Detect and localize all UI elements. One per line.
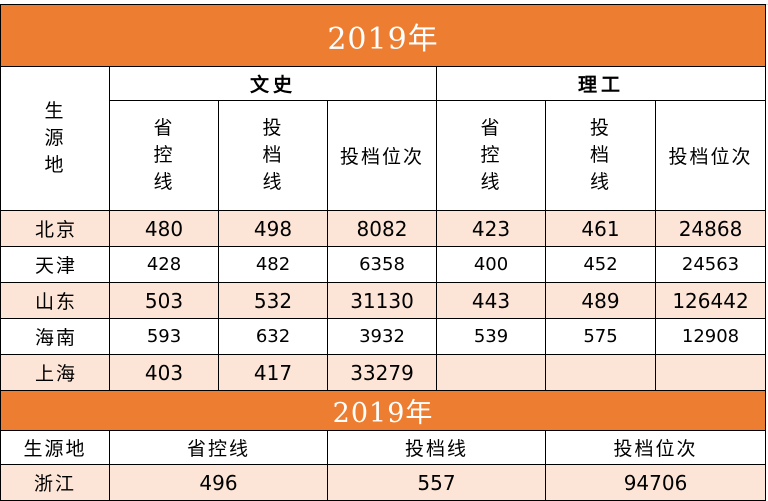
table-row: 上海 403 417 33279 <box>0 354 767 391</box>
header-char: 线 <box>153 171 175 193</box>
header-char: 地 <box>44 154 66 176</box>
cell-li-provincial-line: 443 <box>436 282 546 319</box>
cell-wen-provincial-line: 503 <box>109 282 219 319</box>
row-place: 山东 <box>0 282 110 319</box>
header-char: 源 <box>44 127 66 149</box>
header-char: 控 <box>153 144 175 166</box>
cell-wen-admission-rank: 31130 <box>327 282 437 319</box>
cell-wen-admission-line: 532 <box>218 282 328 319</box>
cell-wen-admission-line: 498 <box>218 210 328 247</box>
col-header-provincial-line: 省控线 <box>109 430 328 465</box>
cell-wen-provincial-line: 428 <box>109 246 219 283</box>
header-char: 控 <box>480 144 502 166</box>
cell-wen-provincial-line: 480 <box>109 210 219 247</box>
cell-wen-admission-rank: 8082 <box>327 210 437 247</box>
group-header-ligong: 理工 <box>435 66 767 101</box>
row-place: 海南 <box>0 318 110 355</box>
header-char: 投 <box>589 117 611 139</box>
cell-wen-admission-rank: 33279 <box>327 354 437 391</box>
cell-admission-rank: 94706 <box>544 464 767 501</box>
cell-li-admission-rank <box>654 354 767 391</box>
cell-li-provincial-line: 539 <box>436 318 546 355</box>
header-char: 线 <box>262 171 284 193</box>
cell-li-admission-line: 461 <box>545 210 656 247</box>
header-char: 档 <box>589 144 611 166</box>
cell-li-admission-rank: 24563 <box>654 246 767 283</box>
cell-li-provincial-line: 423 <box>436 210 546 247</box>
cell-li-admission-rank: 24868 <box>654 210 767 247</box>
cell-wen-admission-rank: 6358 <box>327 246 437 283</box>
table-title-banner: 2019年 <box>0 4 767 67</box>
cell-li-admission-rank: 12908 <box>654 318 767 355</box>
cell-li-admission-line: 452 <box>545 246 656 283</box>
header-char: 省 <box>480 117 502 139</box>
cell-wen-provincial-line: 593 <box>109 318 219 355</box>
cell-wen-admission-line: 632 <box>218 318 328 355</box>
cell-wen-admission-rank: 3932 <box>327 318 437 355</box>
header-char: 档 <box>262 144 284 166</box>
table-row: 天津 428 482 6358 400 452 24563 <box>0 246 767 283</box>
cell-li-provincial-line <box>436 354 546 391</box>
col-header-provincial-line: 省 控 线 <box>109 100 219 211</box>
row-place: 天津 <box>0 246 110 283</box>
header-char: 线 <box>589 171 611 193</box>
header-char: 线 <box>480 171 502 193</box>
cell-wen-provincial-line: 403 <box>109 354 219 391</box>
header-char: 投 <box>262 117 284 139</box>
cell-li-admission-rank: 126442 <box>654 282 767 319</box>
cell-wen-admission-line: 482 <box>218 246 328 283</box>
col-header-source-region: 生源地 <box>0 430 110 465</box>
cell-li-admission-line <box>545 354 656 391</box>
col-header-admission-line: 投档线 <box>327 430 546 465</box>
cell-li-admission-line: 575 <box>545 318 656 355</box>
cell-admission-line: 557 <box>327 464 546 501</box>
header-char: 生 <box>44 100 66 122</box>
source-region-header: 生 源 地 <box>0 66 110 211</box>
row-place: 上海 <box>0 354 110 391</box>
cell-li-admission-line: 489 <box>545 282 656 319</box>
group-header-wenshi: 文史 <box>109 66 437 101</box>
row-place: 北京 <box>0 210 110 247</box>
col-header-provincial-line: 省 控 线 <box>436 100 546 211</box>
table-title-banner: 2019年 <box>0 390 767 431</box>
col-header-admission-line: 投 档 线 <box>218 100 328 211</box>
table-row: 浙江 496 557 94706 <box>0 464 767 501</box>
header-char: 省 <box>153 117 175 139</box>
cell-wen-admission-line: 417 <box>218 354 328 391</box>
table-row: 北京 480 498 8082 423 461 24868 <box>0 210 767 247</box>
col-header-admission-rank: 投档位次 <box>544 430 767 465</box>
col-header-admission-rank: 投档位次 <box>327 100 437 211</box>
table-row: 海南 593 632 3932 539 575 12908 <box>0 318 767 355</box>
cell-li-provincial-line: 400 <box>436 246 546 283</box>
col-header-admission-line: 投 档 线 <box>545 100 656 211</box>
table-row: 山东 503 532 31130 443 489 126442 <box>0 282 767 319</box>
zhejiang-table-2019: 2019年 生源地 省控线 投档线 投档位次 浙江 496 557 94706 <box>0 390 767 501</box>
admission-table-2019: 2019年 生 源 地 文史 理工 省 控 线 投 档 线 投档位次 <box>0 4 767 391</box>
cell-provincial-line: 496 <box>109 464 328 501</box>
col-header-admission-rank: 投档位次 <box>654 100 767 211</box>
row-place: 浙江 <box>0 464 110 501</box>
